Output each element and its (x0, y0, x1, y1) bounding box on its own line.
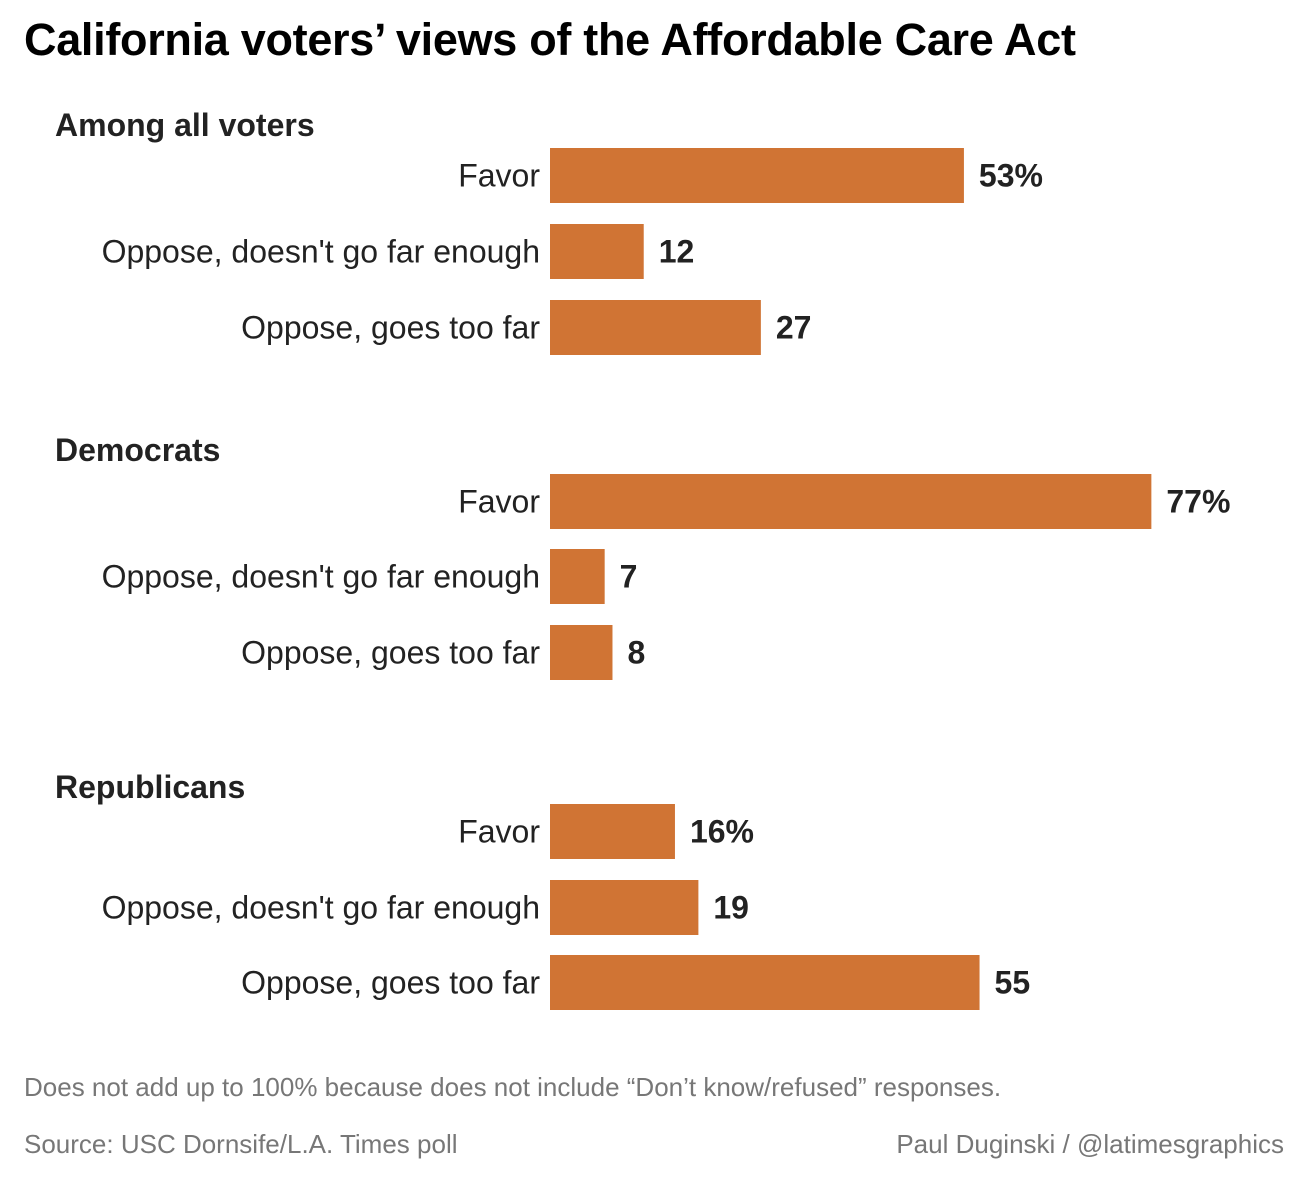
chart-footnote: Does not add up to 100% because does not… (24, 1072, 1002, 1102)
category-label: Favor (458, 484, 540, 520)
bar (550, 474, 1152, 529)
category-label: Oppose, doesn't go far enough (102, 559, 540, 595)
bar (550, 625, 613, 680)
category-label: Oppose, doesn't go far enough (102, 890, 540, 926)
value-label: 19 (713, 890, 749, 926)
chart-source: Source: USC Dornsife/L.A. Times poll (24, 1129, 458, 1159)
value-label: 8 (627, 635, 645, 671)
value-label: 16% (690, 814, 754, 850)
bar (550, 300, 761, 355)
group-title: Among all voters (55, 107, 315, 143)
category-label: Favor (458, 158, 540, 194)
category-label: Oppose, goes too far (241, 965, 540, 1001)
bar (550, 955, 980, 1010)
bar (550, 804, 675, 859)
chart-credit: Paul Duginski / @latimesgraphics (896, 1129, 1284, 1159)
group-title: Republicans (55, 769, 245, 805)
value-label: 27 (776, 310, 812, 346)
value-label: 7 (620, 559, 638, 595)
value-label: 53% (979, 158, 1043, 194)
bar-chart: Among all voters Favor 53% Oppose, doesn't … (55, 107, 1230, 1010)
category-label: Oppose, goes too far (241, 635, 540, 671)
chart-title: California voters’ views of the Affordab… (24, 14, 1076, 65)
group-title: Democrats (55, 432, 220, 468)
category-label: Favor (458, 814, 540, 850)
value-label: 77% (1166, 484, 1230, 520)
bar (550, 549, 605, 604)
bar (550, 148, 964, 203)
category-label: Oppose, doesn't go far enough (102, 234, 540, 270)
value-label: 55 (995, 965, 1031, 1001)
value-label: 12 (659, 234, 695, 270)
category-label: Oppose, goes too far (241, 310, 540, 346)
bar (550, 880, 699, 935)
bar (550, 224, 644, 279)
